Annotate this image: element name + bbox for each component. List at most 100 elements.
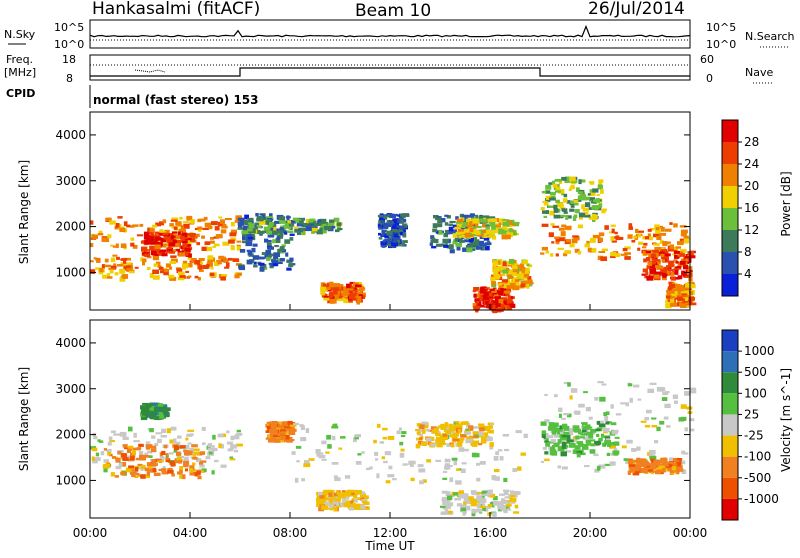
velocity-cell-0-22	[198, 468, 202, 473]
velocity-cell-3-80	[523, 433, 528, 439]
power-cell-3-127	[279, 246, 285, 251]
power-cell-11-18	[577, 250, 582, 255]
velocity-cell-2-117	[289, 424, 297, 427]
power-cell-3-122	[258, 262, 265, 266]
power-cell-2-93	[156, 241, 163, 247]
power-cell-3-74	[267, 239, 272, 243]
velocity-cell-2-119	[274, 427, 281, 430]
power-cell-3-21	[239, 249, 246, 253]
power-cell-0-75	[130, 237, 135, 241]
velocity-cell-0-40	[100, 451, 105, 456]
velocity-cell-1-31	[188, 450, 193, 456]
power-cell-6-128	[383, 224, 388, 230]
power-cell-13-89	[645, 251, 652, 254]
power-cell-11-36	[627, 234, 633, 239]
power-cell-8-108	[461, 224, 466, 228]
power-cell-2-30	[158, 232, 163, 236]
velocity-cell-1-112	[176, 453, 182, 456]
velocity-cell-7-97	[620, 402, 626, 405]
velocity-cell-1-96	[122, 462, 127, 467]
freq-unit-label: [MHz]	[4, 66, 36, 79]
velocity-cell-2-120	[272, 430, 278, 435]
power-cell-5-102	[328, 293, 333, 299]
velocity-cell-7-88	[623, 458, 629, 461]
power-cell-14-99	[682, 297, 690, 302]
power-cell-1-122	[194, 275, 199, 279]
velocity-cell-3-115	[376, 473, 380, 479]
velocity-cell-3-50	[444, 463, 451, 468]
velocity-cell-7-22	[544, 458, 550, 462]
velocity-cell-1-115	[103, 463, 111, 469]
power-cell-14-86	[688, 281, 694, 286]
velocity-cell-1-37	[135, 457, 140, 461]
velocity-cell-7-50	[644, 424, 651, 428]
velocity-cell-8-61	[605, 438, 611, 442]
velocity-cell-8-116	[586, 443, 591, 446]
velocity-cell-3-72	[300, 425, 305, 430]
power-cell-0-96	[201, 246, 209, 252]
power-cell-0-2	[139, 223, 144, 227]
power-cell-5-42	[354, 289, 359, 293]
power-cell-11-45	[652, 233, 660, 238]
power-cell-12-105	[569, 208, 575, 212]
power-cell-8-117	[502, 222, 510, 227]
velocity-cell-3-69	[495, 451, 499, 456]
power-cell-12-26	[598, 179, 604, 184]
power-cell-7-77	[464, 239, 470, 243]
velocity-cell-9-55	[650, 458, 656, 462]
power-cell-7-90	[435, 217, 442, 221]
velocity-cell-5-83	[441, 442, 446, 445]
velocity-cell-4-96	[324, 501, 330, 506]
power-cell-5-124	[334, 294, 339, 300]
velocity-cell-5-21	[422, 429, 426, 434]
velocity-colorbar-swatch	[722, 456, 738, 478]
power-cell-13-105	[673, 268, 679, 271]
power-cell-0-126	[107, 234, 112, 239]
power-cell-14-117	[689, 291, 693, 296]
power-cell-9-84	[479, 297, 483, 300]
power-cell-4-95	[300, 228, 307, 231]
velocity-cell-7-109	[668, 457, 673, 462]
power-cell-8-44	[482, 232, 487, 238]
power-cell-2-85	[154, 236, 162, 241]
power-cell-10-125	[527, 279, 533, 284]
velocity-cell-7-129	[678, 417, 686, 422]
power-cell-5-41	[342, 286, 349, 290]
velocity-cell-7-125	[609, 461, 616, 466]
velocity-cell-6-9	[513, 511, 520, 514]
power-cell-7-24	[480, 246, 485, 251]
velocity-cell-3-34	[295, 445, 302, 449]
power-cell-9-51	[501, 292, 508, 296]
power-cell-11-57	[673, 246, 679, 252]
velocity-colorbar-tick-label: 1000	[744, 344, 775, 358]
velocity-cell-8-97	[586, 431, 592, 436]
velocity-cell-0-108	[183, 457, 189, 462]
velocity-cell-3-82	[321, 440, 327, 445]
power-colorbar-swatch	[722, 142, 738, 164]
velocity-cell-0-34	[226, 430, 230, 434]
velocity-cell-3-105	[401, 431, 407, 435]
velocity-cell-6-49	[489, 502, 494, 505]
power-cell-4-111	[269, 222, 274, 226]
velocity-cell-0-27	[140, 468, 144, 471]
power-cell-0-35	[115, 243, 119, 248]
velocity-cell-2-127	[287, 420, 293, 425]
velocity-cell-9-128	[643, 465, 648, 468]
power-cell-6-33	[383, 215, 388, 220]
power-cell-8-51	[486, 235, 493, 238]
velocity-cell-3-111	[317, 452, 324, 455]
velocity-cell-1-15	[120, 472, 127, 476]
power-cell-11-100	[552, 225, 560, 228]
velocity-cell-4-75	[339, 502, 345, 507]
power-cell-9-117	[492, 305, 496, 309]
power-colorbar-swatch	[722, 186, 738, 208]
power-cell-3-128	[248, 236, 254, 240]
power-cell-4-107	[293, 226, 298, 229]
power-cell-5-110	[332, 290, 338, 296]
power-cell-12-109	[592, 199, 599, 203]
velocity-cell-0-103	[183, 447, 187, 451]
power-cell-2-82	[174, 236, 180, 240]
velocity-cell-5-117	[479, 423, 484, 428]
power-cell-9-104	[498, 299, 504, 304]
